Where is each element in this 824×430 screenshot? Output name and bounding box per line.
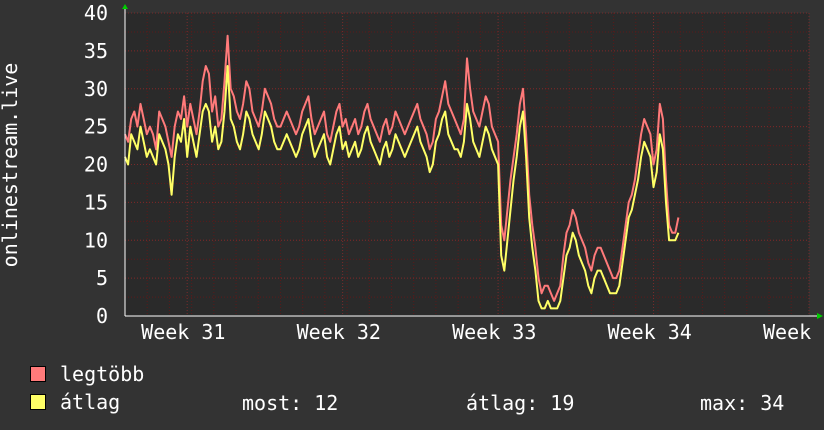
legend-item-max: legtöbb <box>30 362 145 386</box>
stat-now: most: 12 <box>242 391 339 415</box>
x-tick-label: Week 34 <box>608 320 692 344</box>
stat-max: max: 34 <box>700 391 785 415</box>
y-tick-label: 25 <box>84 115 108 139</box>
y-tick-label: 0 <box>96 304 108 328</box>
axes <box>122 4 823 319</box>
x-tick-label: Week 31 <box>141 320 225 344</box>
x-tick-label: Week 32 <box>297 320 381 344</box>
legend-item-avg: átlag <box>30 390 121 414</box>
x-axis-arrow-icon <box>817 313 823 319</box>
y-tick-label: 35 <box>84 39 108 63</box>
stat-avg: átlag: 19 <box>466 391 575 415</box>
y-tick-label: 20 <box>84 153 108 177</box>
y-tick-label: 15 <box>84 190 108 214</box>
y-axis-arrow-icon <box>122 4 128 9</box>
y-tick-label: 10 <box>84 228 108 252</box>
y-tick-label: 30 <box>84 77 108 101</box>
tick-labels: 0 5 10 15 20 25 30 35 40 Week 31 Week 32 Week 33 Wee… <box>84 1 824 344</box>
x-tick-label: Week 33 <box>452 320 536 344</box>
x-tick-label: Week 35 <box>763 320 824 344</box>
y-axis-label: onlinestream.live <box>0 63 22 268</box>
legend-label-max: legtöbb <box>60 362 145 386</box>
y-tick-label: 40 <box>84 1 108 25</box>
y-tick-label: 5 <box>96 266 108 290</box>
legend-swatch-max <box>30 366 46 382</box>
series-group <box>124 34 680 310</box>
legend-label-avg: átlag <box>60 390 121 414</box>
legend-swatch-avg <box>30 394 46 410</box>
